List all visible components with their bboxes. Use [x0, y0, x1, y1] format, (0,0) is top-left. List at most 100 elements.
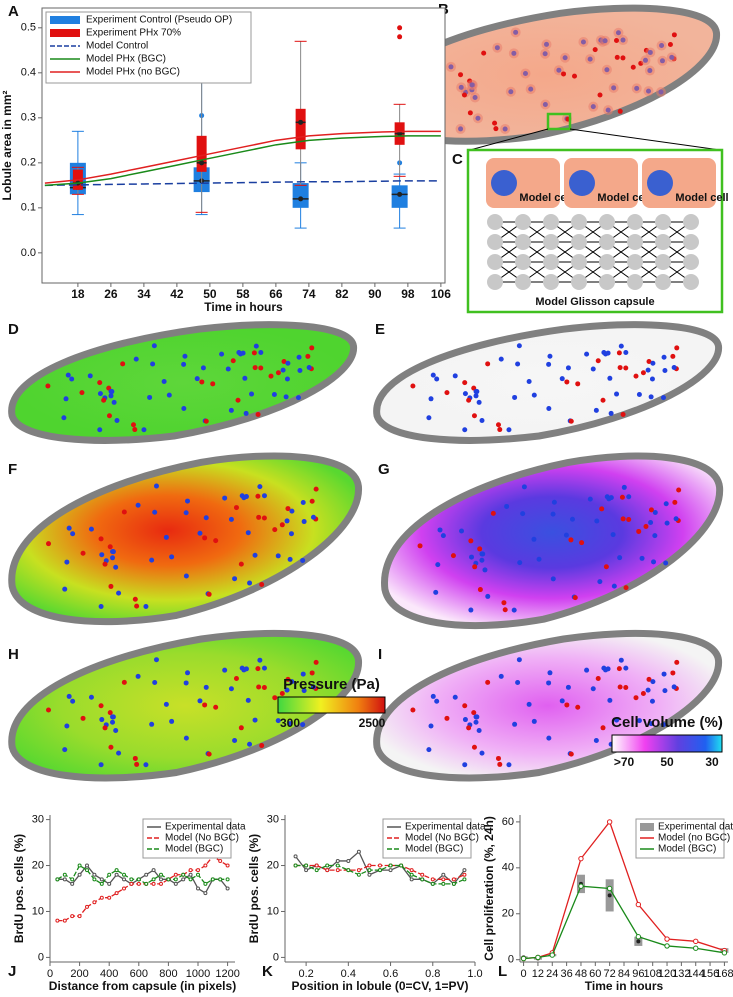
- vessel: [296, 354, 302, 360]
- marker: [166, 877, 171, 882]
- vessel: [233, 505, 239, 511]
- vessel: [512, 394, 518, 400]
- vessel: [595, 358, 601, 364]
- vessel: [636, 391, 642, 397]
- legend-label: Experiment Control (Pseudo OP): [86, 15, 232, 26]
- marker: [346, 858, 351, 863]
- x-tick-label: 0.4: [341, 968, 356, 980]
- vessel: [459, 528, 465, 534]
- vessel: [243, 494, 249, 500]
- marker: [70, 877, 75, 882]
- vessel: [601, 665, 607, 671]
- marker: [151, 881, 156, 886]
- cell-halo: [456, 82, 467, 93]
- y-tick-label: 0: [38, 951, 44, 963]
- vessel: [110, 719, 116, 725]
- vessel: [185, 498, 191, 504]
- marker: [367, 868, 372, 873]
- x-tick-label: 106: [431, 287, 451, 301]
- vessel: [181, 361, 187, 367]
- cell-halo: [666, 52, 677, 63]
- vessel: [430, 372, 436, 378]
- vessel: [645, 367, 651, 373]
- vessel: [610, 532, 616, 538]
- cell-halo: [492, 42, 503, 53]
- marker: [441, 872, 446, 877]
- vessel: [183, 510, 189, 516]
- outlier: [397, 25, 403, 31]
- marker: [578, 855, 584, 862]
- cell-halo: [603, 105, 614, 116]
- vessel: [70, 531, 76, 537]
- marker: [451, 881, 456, 886]
- vessel: [462, 380, 468, 386]
- y-tick-label: 0: [508, 954, 514, 966]
- x-tick-label: 82: [335, 287, 349, 301]
- vessel: [477, 546, 483, 552]
- marker: [356, 868, 361, 873]
- median-dot: [298, 196, 304, 202]
- vessel: [285, 676, 291, 682]
- vessel: [79, 390, 85, 396]
- vessel: [228, 686, 234, 692]
- vessel: [564, 702, 570, 708]
- vessel: [110, 549, 116, 555]
- vessel: [575, 704, 581, 710]
- vessel: [135, 673, 141, 679]
- vessel: [490, 510, 496, 516]
- marker: [55, 918, 60, 923]
- vessel: [194, 376, 200, 382]
- capsule-node: [515, 274, 531, 290]
- legend-label: Model (No BGC): [405, 833, 479, 844]
- marker: [462, 872, 467, 877]
- marker: [721, 950, 728, 956]
- vessel: [568, 418, 574, 424]
- vessel: [643, 523, 649, 529]
- zoom-box: [546, 112, 572, 131]
- panel-label: F: [8, 461, 17, 478]
- vessel: [256, 514, 262, 520]
- vessel: [593, 737, 599, 743]
- vessel: [506, 427, 512, 433]
- panel-label: H: [8, 646, 19, 663]
- legend-label: Experimental data: [658, 822, 733, 833]
- capsule-node: [683, 254, 699, 270]
- vessel: [607, 697, 613, 703]
- vessel: [153, 483, 159, 489]
- marker: [122, 886, 126, 891]
- vessel: [477, 587, 483, 593]
- marker: [188, 877, 193, 882]
- y-axis-label: Cell proliferation (%, 24h): [482, 816, 496, 961]
- vessel: [275, 370, 281, 376]
- vessel: [526, 379, 532, 385]
- vessel: [649, 376, 655, 382]
- vessel: [64, 723, 70, 729]
- panel-label: C: [452, 151, 463, 168]
- vessel: [547, 670, 553, 676]
- liver-outline: [12, 633, 359, 778]
- vessel: [546, 735, 552, 741]
- x-tick-label: 0.6: [383, 968, 398, 980]
- vessel: [143, 762, 149, 768]
- vessel: [259, 743, 265, 749]
- vessel: [108, 393, 114, 399]
- vessel: [601, 350, 607, 356]
- marker: [203, 881, 208, 886]
- vessel: [511, 607, 517, 613]
- vessel: [444, 390, 450, 396]
- vessel: [281, 358, 287, 364]
- box: [196, 135, 207, 172]
- vessel: [61, 415, 67, 421]
- legend-swatch: [50, 16, 80, 24]
- marker: [325, 863, 330, 868]
- vessel: [531, 536, 537, 542]
- x-tick-label: 0: [47, 968, 53, 980]
- marker: [196, 868, 200, 873]
- cell-halo: [618, 35, 629, 46]
- vessel: [88, 694, 94, 700]
- colorbar-tick: 300: [280, 716, 300, 730]
- vessel: [300, 500, 306, 506]
- y-axis-label: Lobule area in mm²: [0, 90, 14, 200]
- vessel: [479, 417, 485, 423]
- vessel: [595, 675, 601, 681]
